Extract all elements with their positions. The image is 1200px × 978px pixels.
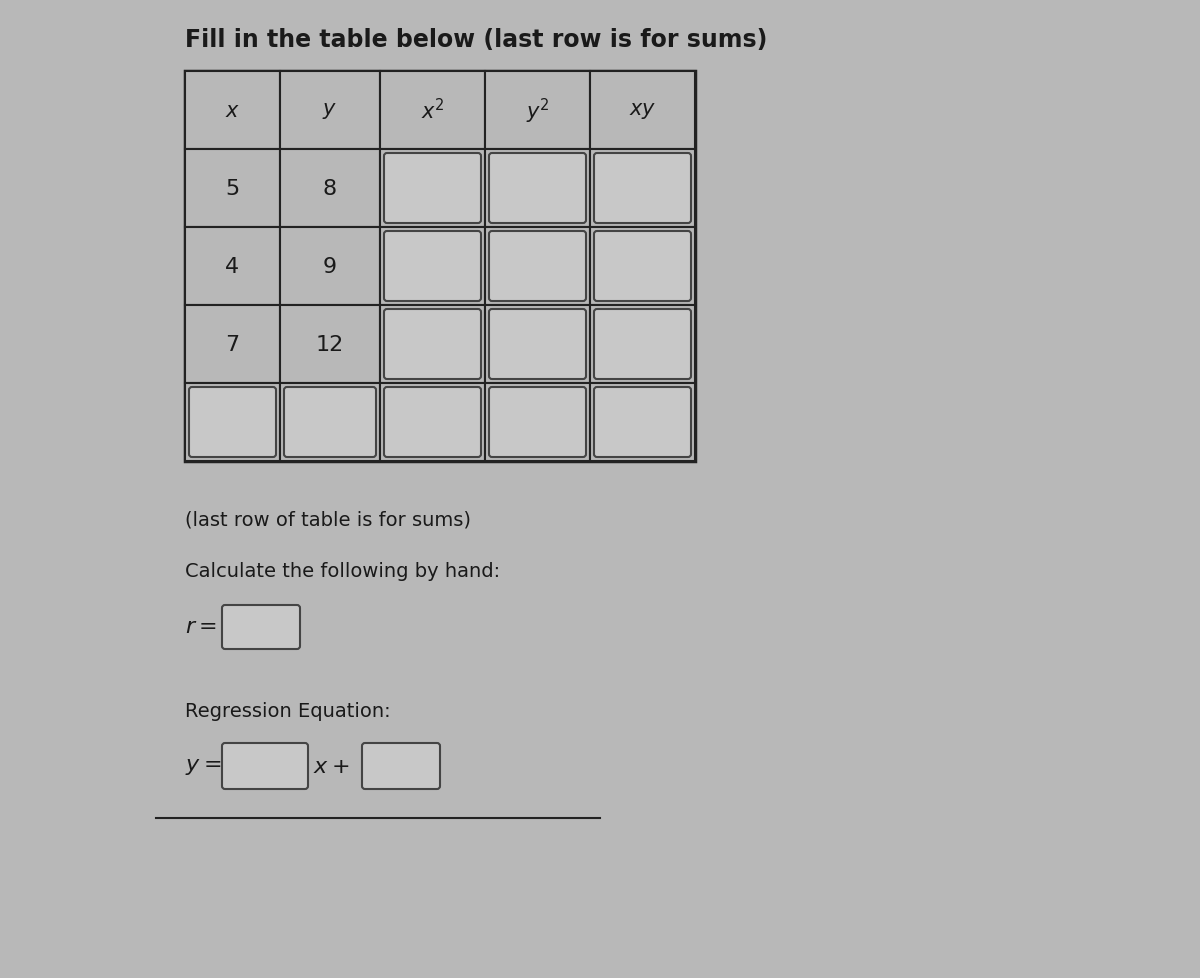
FancyBboxPatch shape: [594, 387, 691, 458]
Bar: [485, 72, 590, 150]
Bar: [590, 228, 695, 306]
Text: $y$: $y$: [323, 101, 337, 121]
Bar: [485, 228, 590, 306]
Bar: [185, 72, 280, 150]
Text: $r =$: $r =$: [185, 616, 217, 637]
FancyBboxPatch shape: [490, 310, 586, 379]
Text: 5: 5: [226, 179, 240, 199]
FancyBboxPatch shape: [222, 605, 300, 649]
Bar: [280, 383, 380, 462]
Text: $y^2$: $y^2$: [526, 96, 550, 125]
FancyBboxPatch shape: [384, 154, 481, 224]
Bar: [380, 150, 485, 228]
Text: $xy$: $xy$: [629, 101, 656, 121]
Text: $x^2$: $x^2$: [421, 99, 444, 123]
Bar: [485, 306, 590, 383]
Bar: [590, 383, 695, 462]
Bar: [185, 150, 280, 228]
Bar: [185, 72, 695, 462]
FancyBboxPatch shape: [490, 387, 586, 458]
Bar: [280, 150, 380, 228]
FancyBboxPatch shape: [594, 310, 691, 379]
FancyBboxPatch shape: [594, 232, 691, 301]
Bar: [380, 72, 485, 150]
FancyBboxPatch shape: [384, 310, 481, 379]
FancyBboxPatch shape: [384, 232, 481, 301]
Bar: [590, 150, 695, 228]
FancyBboxPatch shape: [594, 154, 691, 224]
Bar: [185, 306, 280, 383]
Text: $y =$: $y =$: [185, 756, 221, 777]
Bar: [485, 383, 590, 462]
FancyBboxPatch shape: [384, 387, 481, 458]
Bar: [590, 72, 695, 150]
Text: Fill in the table below (last row is for sums): Fill in the table below (last row is for…: [185, 28, 767, 52]
Bar: [380, 383, 485, 462]
Text: 4: 4: [226, 257, 240, 277]
FancyBboxPatch shape: [490, 154, 586, 224]
Text: 7: 7: [226, 334, 240, 355]
FancyBboxPatch shape: [284, 387, 376, 458]
Bar: [590, 306, 695, 383]
Bar: [380, 306, 485, 383]
Text: (last row of table is for sums): (last row of table is for sums): [185, 510, 470, 528]
FancyBboxPatch shape: [362, 743, 440, 789]
Text: $x$: $x$: [224, 101, 240, 121]
FancyBboxPatch shape: [190, 387, 276, 458]
Text: $x +$: $x +$: [313, 756, 349, 777]
Text: 12: 12: [316, 334, 344, 355]
Text: Calculate the following by hand:: Calculate the following by hand:: [185, 561, 500, 580]
Text: 8: 8: [323, 179, 337, 199]
Bar: [280, 306, 380, 383]
FancyBboxPatch shape: [490, 232, 586, 301]
Text: Regression Equation:: Regression Equation:: [185, 701, 391, 720]
Bar: [185, 228, 280, 306]
Bar: [280, 72, 380, 150]
Text: 9: 9: [323, 257, 337, 277]
FancyBboxPatch shape: [222, 743, 308, 789]
Bar: [485, 150, 590, 228]
Bar: [280, 228, 380, 306]
Bar: [185, 383, 280, 462]
Bar: [380, 228, 485, 306]
